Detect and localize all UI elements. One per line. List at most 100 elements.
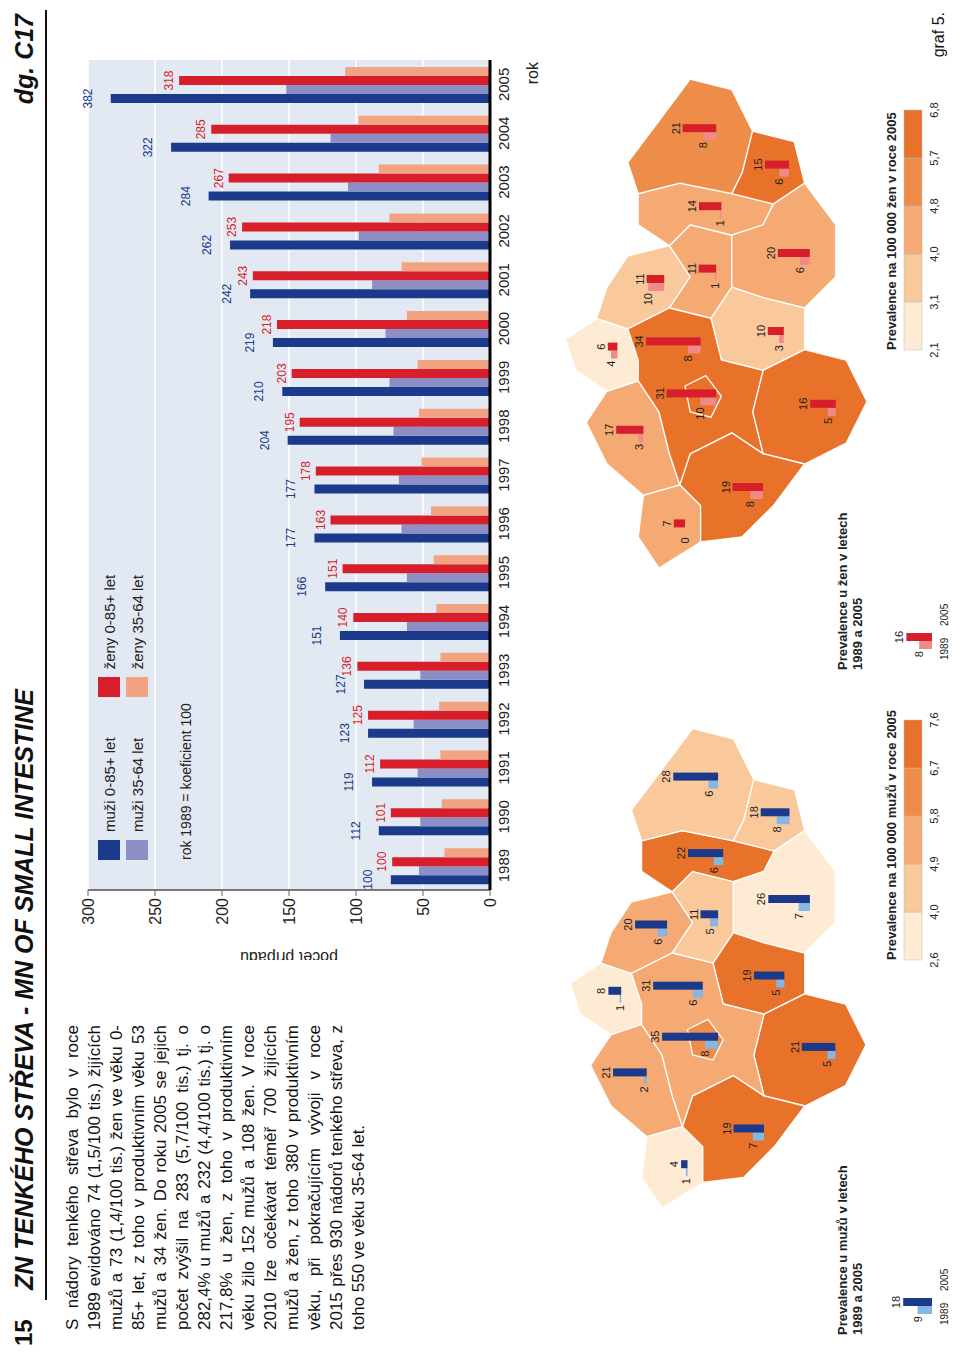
svg-text:1999: 1999 (495, 361, 512, 394)
svg-text:5: 5 (822, 418, 834, 424)
svg-text:1991: 1991 (495, 751, 512, 784)
svg-text:50: 50 (415, 898, 432, 916)
svg-text:4,0: 4,0 (928, 246, 940, 261)
svg-text:19: 19 (720, 481, 732, 493)
svg-text:136: 136 (340, 656, 354, 676)
svg-text:253: 253 (225, 217, 239, 237)
svg-text:2005: 2005 (495, 68, 512, 101)
svg-text:267: 267 (212, 168, 226, 188)
svg-text:22: 22 (675, 847, 687, 859)
svg-text:178: 178 (299, 461, 313, 481)
svg-text:112: 112 (363, 754, 377, 773)
svg-text:1993: 1993 (495, 654, 512, 687)
svg-text:7,6: 7,6 (928, 712, 940, 727)
svg-text:177: 177 (284, 479, 298, 499)
svg-text:100: 100 (375, 851, 389, 871)
svg-text:8: 8 (744, 501, 756, 507)
svg-text:150: 150 (281, 898, 298, 925)
svg-text:10: 10 (642, 293, 654, 305)
svg-text:262: 262 (200, 235, 214, 255)
svg-text:1: 1 (709, 283, 721, 289)
svg-text:6: 6 (773, 179, 785, 185)
svg-text:6: 6 (703, 791, 715, 797)
svg-text:4,9: 4,9 (928, 856, 940, 871)
svg-text:210: 210 (252, 381, 266, 401)
svg-text:2002: 2002 (495, 214, 512, 247)
svg-text:2,6: 2,6 (928, 952, 940, 967)
svg-text:219: 219 (243, 332, 257, 352)
svg-text:10: 10 (694, 407, 706, 419)
svg-text:rok: rok (524, 61, 540, 84)
svg-text:1998: 1998 (495, 409, 512, 442)
svg-text:2005: 2005 (939, 603, 950, 626)
svg-text:1989: 1989 (495, 849, 512, 882)
svg-text:3: 3 (633, 444, 645, 450)
svg-text:21: 21 (789, 1041, 801, 1053)
svg-text:1996: 1996 (495, 507, 512, 540)
svg-text:16: 16 (797, 398, 809, 410)
svg-text:140: 140 (336, 607, 350, 627)
svg-text:0: 0 (679, 537, 691, 543)
svg-text:7: 7 (747, 1143, 759, 1149)
svg-text:285: 285 (194, 119, 208, 139)
svg-text:7: 7 (661, 520, 673, 526)
svg-text:4,8: 4,8 (928, 198, 940, 213)
svg-text:166: 166 (295, 576, 309, 596)
svg-text:322: 322 (141, 137, 155, 157)
svg-text:17: 17 (603, 424, 615, 436)
svg-text:14: 14 (686, 200, 698, 212)
svg-text:4,0: 4,0 (928, 904, 940, 919)
svg-text:382: 382 (81, 88, 95, 108)
svg-text:1: 1 (614, 1005, 626, 1011)
svg-text:5,7: 5,7 (928, 150, 940, 165)
svg-text:6,7: 6,7 (928, 760, 940, 775)
svg-text:177: 177 (284, 528, 298, 548)
svg-text:204: 204 (258, 430, 272, 450)
svg-text:151: 151 (310, 625, 324, 645)
svg-text:112: 112 (349, 821, 363, 840)
svg-text:2000: 2000 (495, 312, 512, 345)
svg-text:6,8: 6,8 (928, 102, 940, 117)
svg-text:31: 31 (640, 980, 652, 992)
svg-text:35: 35 (649, 1031, 661, 1043)
svg-text:20: 20 (622, 918, 634, 930)
svg-text:8: 8 (697, 142, 709, 148)
svg-text:21: 21 (670, 122, 682, 134)
svg-text:5: 5 (770, 990, 782, 996)
svg-text:6: 6 (652, 939, 664, 945)
svg-text:4: 4 (605, 361, 617, 367)
svg-text:28: 28 (660, 770, 672, 782)
svg-text:3,1: 3,1 (928, 294, 940, 309)
svg-text:7: 7 (793, 913, 805, 919)
svg-text:218: 218 (260, 314, 274, 334)
svg-text:101: 101 (374, 802, 388, 822)
svg-text:16: 16 (893, 631, 905, 643)
svg-text:0: 0 (482, 898, 499, 907)
svg-text:18: 18 (748, 806, 760, 818)
svg-text:250: 250 (147, 898, 164, 925)
svg-text:200: 200 (214, 898, 231, 925)
svg-text:1994: 1994 (495, 605, 512, 638)
svg-text:151: 151 (326, 558, 340, 578)
svg-text:2005: 2005 (939, 1268, 950, 1291)
svg-text:1997: 1997 (495, 458, 512, 491)
svg-text:5: 5 (821, 1061, 833, 1067)
svg-text:21: 21 (600, 1066, 612, 1078)
svg-text:5,8: 5,8 (928, 808, 940, 823)
svg-text:11: 11 (688, 909, 700, 920)
svg-text:9: 9 (912, 1316, 924, 1322)
svg-text:2003: 2003 (495, 165, 512, 198)
svg-text:5: 5 (704, 928, 716, 934)
svg-text:1992: 1992 (495, 702, 512, 735)
svg-text:242: 242 (220, 283, 234, 303)
svg-text:10: 10 (755, 325, 767, 337)
svg-text:195: 195 (283, 412, 297, 432)
svg-text:8: 8 (771, 826, 783, 832)
svg-text:1989: 1989 (939, 1302, 950, 1325)
svg-text:163: 163 (314, 510, 328, 530)
svg-text:119: 119 (342, 772, 356, 791)
svg-text:1989: 1989 (939, 637, 950, 660)
svg-text:3: 3 (773, 345, 785, 351)
svg-text:31: 31 (654, 387, 666, 399)
svg-text:8: 8 (682, 355, 694, 361)
